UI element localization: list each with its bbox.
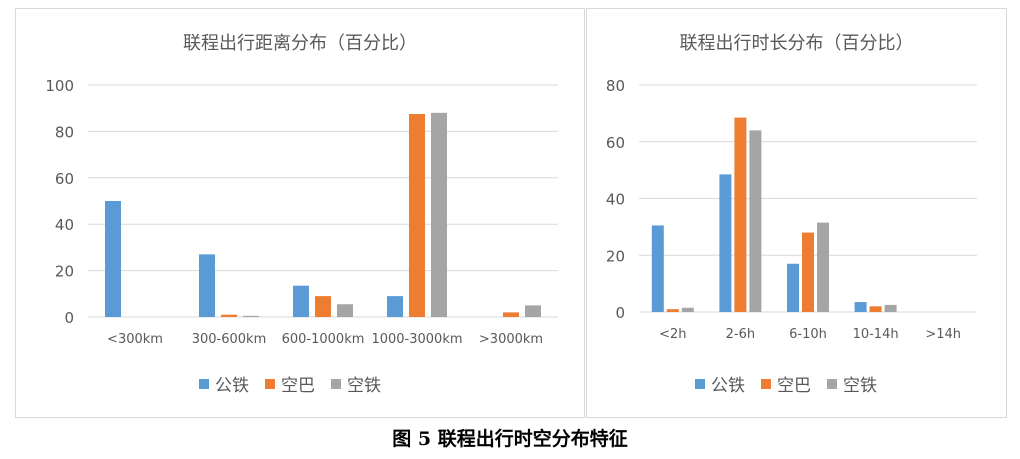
legend-label: 公铁 bbox=[711, 376, 745, 396]
y-tick-label: 80 bbox=[55, 123, 74, 141]
bar bbox=[854, 302, 867, 312]
bar bbox=[817, 222, 829, 312]
bar bbox=[666, 309, 679, 312]
legend-item-kongba: 空巴 bbox=[265, 371, 315, 396]
legend-item-gongtie: 公铁 bbox=[199, 371, 249, 396]
legend-item-kongtie: 空铁 bbox=[331, 371, 381, 396]
distance-chart-plot: 0 20 40 60 80 100 <300km 300-600km 600-1000km 100… bbox=[45, 77, 558, 347]
legend-label: 空铁 bbox=[347, 376, 381, 396]
bar bbox=[525, 305, 541, 317]
bar bbox=[734, 117, 747, 312]
y-tick-label: 100 bbox=[45, 77, 74, 95]
bar bbox=[802, 232, 814, 312]
legend-swatch bbox=[761, 378, 771, 389]
x-tick-label: <300km bbox=[107, 332, 163, 347]
legend-item-gongtie: 公铁 bbox=[695, 371, 745, 396]
bar bbox=[884, 304, 897, 312]
y-tick-label: 80 bbox=[606, 77, 625, 95]
x-tick-label: 300-600km bbox=[192, 332, 267, 347]
distance-chart-panel: 联程出行距离分布（百分比） 0 20 40 60 80 100 <300km 300-600k… bbox=[15, 8, 585, 418]
bar bbox=[199, 254, 215, 317]
bar bbox=[719, 174, 732, 312]
bar bbox=[221, 314, 237, 317]
bar bbox=[243, 315, 259, 317]
legend-label: 空铁 bbox=[843, 376, 877, 396]
bar bbox=[387, 296, 403, 317]
bar bbox=[431, 112, 447, 317]
bar bbox=[293, 285, 309, 317]
y-tick-label: 60 bbox=[606, 134, 625, 152]
legend-item-kongba: 空巴 bbox=[761, 371, 811, 396]
y-tick-label: 60 bbox=[55, 170, 74, 188]
bar bbox=[503, 312, 519, 317]
legend-swatch bbox=[827, 378, 837, 389]
bar bbox=[869, 306, 882, 312]
bar bbox=[681, 307, 694, 312]
x-tick-label: 600-1000km bbox=[282, 332, 365, 347]
chart-legend: 公铁 空巴 空铁 bbox=[695, 371, 877, 396]
legend-swatch bbox=[265, 378, 275, 389]
y-tick-label: 0 bbox=[64, 309, 74, 327]
chart-legend: 公铁 空巴 空铁 bbox=[199, 371, 381, 396]
duration-chart-panel: 联程出行时长分布（百分比） 0 20 40 60 80 <2h 2-6h 6-10h 10-14… bbox=[586, 8, 1007, 418]
legend-label: 公铁 bbox=[215, 376, 249, 396]
bar bbox=[409, 114, 425, 317]
x-tick-label: >3000km bbox=[479, 332, 543, 347]
bar bbox=[651, 225, 664, 312]
duration-chart-plot: 0 20 40 60 80 <2h 2-6h 6-10h 10-14h >14h bbox=[606, 77, 977, 342]
y-tick-label: 0 bbox=[615, 304, 625, 322]
legend-label: 空巴 bbox=[777, 376, 811, 396]
x-tick-label: 10-14h bbox=[853, 327, 899, 342]
x-tick-label: 2-6h bbox=[726, 327, 755, 342]
legend-item-kongtie: 空铁 bbox=[827, 371, 877, 396]
y-tick-label: 40 bbox=[606, 191, 625, 209]
x-tick-label: <2h bbox=[659, 327, 686, 342]
bar bbox=[749, 130, 762, 312]
x-tick-label: >14h bbox=[925, 327, 961, 342]
chart-title: 联程出行时长分布（百分比） bbox=[679, 33, 914, 54]
legend-label: 空巴 bbox=[281, 376, 315, 396]
bar bbox=[337, 304, 353, 317]
legend-swatch bbox=[331, 378, 341, 389]
legend-swatch bbox=[199, 378, 209, 389]
x-tick-label: 1000-3000km bbox=[371, 332, 462, 347]
bar bbox=[787, 263, 799, 312]
x-tick-label: 6-10h bbox=[789, 327, 827, 342]
bar bbox=[105, 201, 121, 317]
chart-title: 联程出行距离分布（百分比） bbox=[183, 33, 417, 54]
bar bbox=[315, 296, 331, 317]
y-tick-label: 20 bbox=[606, 247, 625, 265]
figure-caption: 图 5 联程出行时空分布特征 bbox=[392, 428, 628, 450]
y-tick-label: 40 bbox=[55, 216, 74, 234]
legend-swatch bbox=[695, 378, 705, 389]
y-tick-label: 20 bbox=[55, 263, 74, 281]
